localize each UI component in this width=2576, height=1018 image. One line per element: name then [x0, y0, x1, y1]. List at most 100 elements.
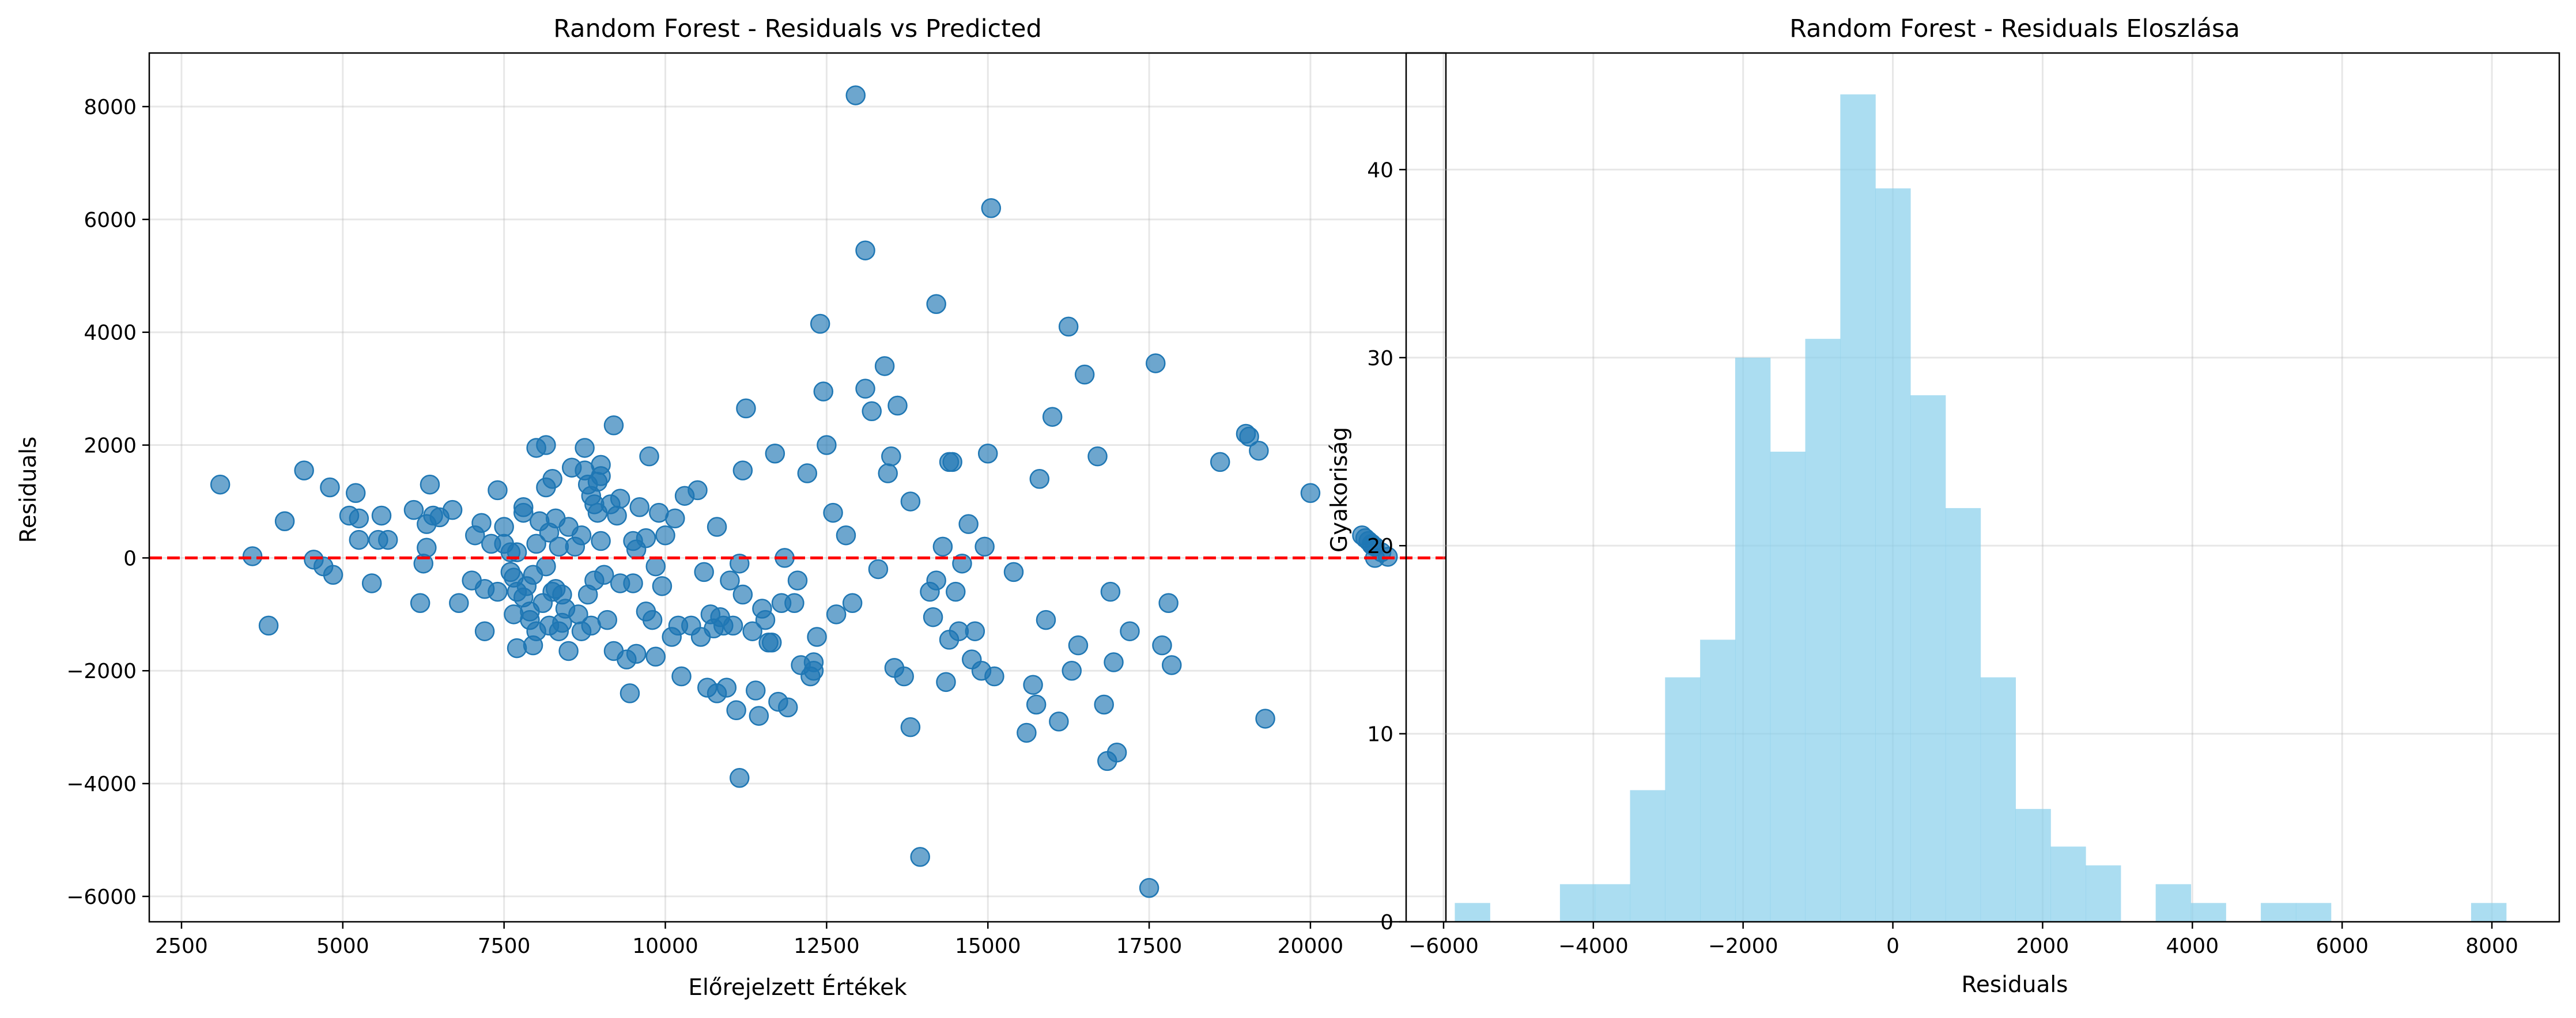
scatter-point	[591, 455, 611, 475]
x-tick-label: 2500	[155, 934, 208, 958]
x-tick-label: 4000	[2166, 934, 2219, 958]
scatter-point	[526, 533, 546, 554]
histogram-axes-frame	[1405, 52, 2560, 923]
scatter-point	[736, 398, 756, 419]
scatter-point	[1068, 635, 1089, 656]
histogram-bar	[2015, 809, 2051, 922]
scatter-point	[639, 446, 659, 467]
scatter-point	[723, 615, 743, 636]
scatter-point	[449, 593, 469, 613]
scatter-point	[1300, 483, 1321, 504]
x-tick-label: 0	[1886, 934, 1899, 958]
scatter-ticks: 2500 5000 7500 10000 12500 15000 17500 20000−60…	[66, 96, 1343, 958]
scatter-point	[900, 717, 921, 737]
histogram-bar	[1700, 639, 1736, 922]
scatter-point	[655, 525, 675, 546]
scatter-point	[900, 491, 921, 512]
scatter-point	[1036, 610, 1056, 630]
scatter-point	[610, 489, 630, 509]
y-tick-label: 6000	[84, 209, 137, 232]
scatter-point	[845, 85, 866, 105]
scatter-point	[730, 768, 750, 788]
scatter-point	[507, 638, 527, 659]
scatter-point	[894, 666, 914, 687]
x-tick-label: −2000	[1708, 934, 1778, 958]
scatter-point	[874, 356, 895, 376]
scatter-grid	[149, 53, 1446, 922]
scatter-point	[1087, 446, 1108, 467]
scatter-point	[926, 294, 946, 315]
scatter-point	[932, 536, 953, 557]
x-tick-label: 12500	[794, 934, 860, 958]
scatter-point	[594, 565, 614, 585]
scatter-point	[1029, 469, 1050, 489]
y-tick-label: 30	[1367, 347, 1393, 370]
scatter-point	[720, 570, 740, 591]
scatter-point	[636, 528, 656, 548]
scatter-point	[881, 446, 901, 467]
histogram-bars	[1455, 94, 2507, 922]
scatter-point	[826, 604, 847, 625]
histogram-bar	[2190, 903, 2226, 922]
histogram-ticks: −6000 −4000 −2000 0 2000 4000 6000 8000 0 10 20 30 4…	[1367, 158, 2518, 958]
scatter-point	[803, 660, 824, 681]
scatter-axes-frame	[148, 52, 1447, 923]
x-tick-label: 2000	[2016, 934, 2069, 958]
scatter-point	[1255, 709, 1275, 729]
scatter-point	[597, 610, 618, 630]
x-tick-label: 6000	[2316, 934, 2369, 958]
x-tick-label: −6000	[1408, 934, 1479, 958]
y-tick-label: 2000	[84, 434, 137, 458]
scatter-point	[1094, 694, 1114, 715]
scatter-point	[349, 529, 369, 550]
scatter-point	[984, 666, 1004, 687]
scatter-point	[403, 499, 424, 520]
scatter-point	[274, 511, 295, 532]
scatter-point	[946, 581, 966, 602]
scatter-point	[607, 505, 627, 526]
histogram-title: Random Forest - Residuals Eloszlása	[1789, 14, 2240, 43]
scatter-point	[345, 483, 366, 504]
scatter-point	[732, 584, 753, 605]
scatter-point	[513, 502, 534, 523]
scatter-point	[1249, 441, 1269, 461]
histogram-bar	[1805, 339, 1841, 922]
scatter-point	[442, 499, 463, 520]
scatter-point	[1062, 660, 1082, 681]
histogram-bar	[1559, 884, 1596, 922]
scatter-point	[926, 570, 946, 591]
histogram-bar	[1840, 94, 1876, 922]
scatter-point	[558, 641, 579, 661]
scatter-point	[1362, 535, 1382, 555]
scatter-point	[623, 573, 643, 593]
x-tick-label: 7500	[478, 934, 531, 958]
scatter-point	[742, 621, 762, 641]
scatter-point	[420, 474, 440, 495]
scatter-point	[1049, 712, 1069, 732]
scatter-point	[761, 633, 782, 653]
scatter-point	[810, 313, 830, 334]
scatter-point	[1023, 675, 1043, 695]
histogram-bar	[2295, 903, 2332, 922]
scatter-point	[1139, 877, 1159, 898]
scatter-point	[726, 700, 746, 721]
scatter-point	[629, 497, 649, 517]
scatter-point	[294, 460, 314, 480]
histogram-panel: Random Forest - Residuals Eloszlása Resi…	[1327, 14, 2560, 998]
scatter-point	[1074, 364, 1095, 385]
scatter-point	[591, 531, 611, 551]
scatter-point	[242, 546, 263, 566]
scatter-point	[787, 570, 808, 591]
scatter-x-label: Előrejelzett Értékek	[688, 974, 907, 1001]
histogram-bar	[1945, 508, 1981, 922]
scatter-point	[1026, 694, 1047, 715]
y-tick-label: −4000	[66, 773, 137, 796]
scatter-point	[361, 573, 382, 593]
scatter-point	[1100, 581, 1121, 602]
scatter-point	[1120, 621, 1140, 641]
scatter-point	[1146, 353, 1166, 373]
scatter-point	[1104, 652, 1124, 672]
scatter-point	[823, 502, 843, 523]
scatter-point	[842, 593, 863, 613]
scatter-point	[887, 395, 908, 416]
